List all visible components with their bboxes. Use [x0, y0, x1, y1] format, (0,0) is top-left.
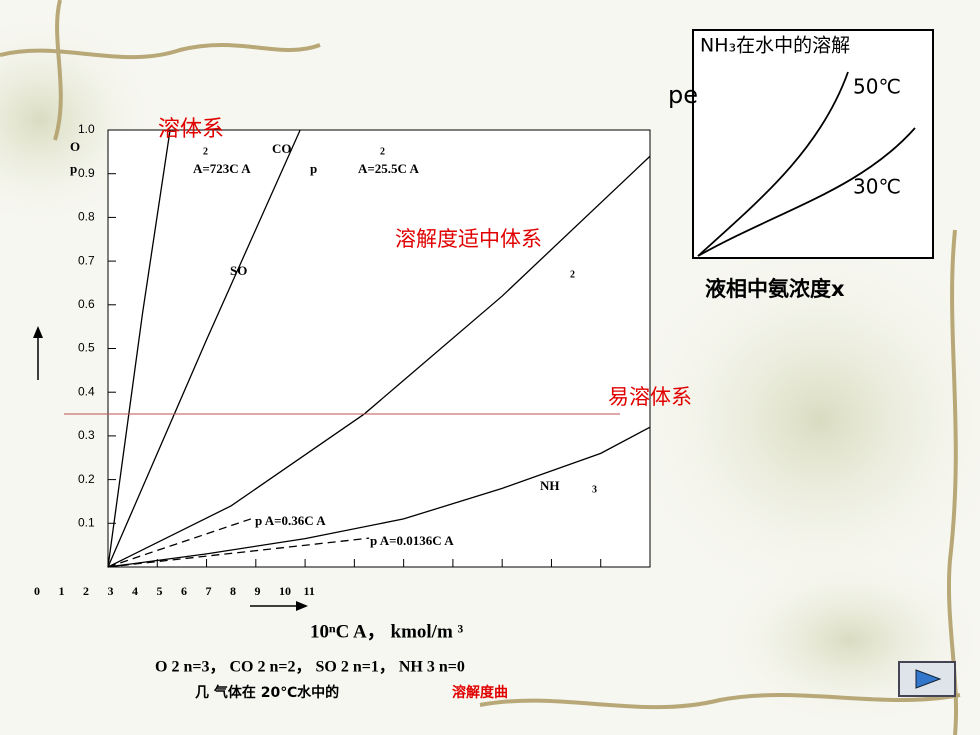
decor — [479, 693, 961, 710]
next-icon[interactable] — [915, 669, 942, 689]
caption: 几 气体在 20℃水中的 — [195, 684, 339, 701]
inset-curve — [697, 127, 916, 257]
annotation: p — [310, 161, 317, 176]
inset-ylabel: pe — [668, 81, 698, 109]
x-tick-label: 1 — [59, 584, 65, 598]
annotation: CO — [272, 141, 292, 156]
inset-title: NH₃在水中的溶解 — [700, 35, 850, 57]
inset-label: 30℃ — [853, 175, 901, 199]
annotation: A=723C A — [193, 161, 251, 176]
x-tick-label: 8 — [230, 584, 236, 598]
y-tick-label: 0.6 — [78, 297, 95, 311]
annotation: 溶体系 — [158, 117, 224, 142]
x-axis-label: 10ⁿC A， kmol/m ³ — [310, 621, 464, 642]
x-tick-label: 9 — [255, 584, 261, 598]
decor — [620, 230, 980, 610]
inset-curve — [697, 71, 849, 257]
plot-area — [107, 129, 651, 568]
axis-arrow — [33, 326, 43, 338]
decor — [710, 550, 980, 730]
y-tick-label: 0.9 — [78, 166, 95, 180]
y-tick-label: 0.7 — [78, 253, 95, 267]
annotation: p A=0.36C A — [255, 513, 326, 528]
annotation: O — [70, 139, 80, 154]
annotation: 2 — [570, 269, 575, 280]
x-tick-label: 7 — [206, 584, 212, 598]
y-tick-label: 0.4 — [78, 384, 95, 398]
y-tick-label: 0.5 — [78, 341, 95, 355]
annotation: 易溶体系 — [608, 385, 692, 409]
x-tick-label: 6 — [181, 584, 187, 598]
inset: NH₃在水中的溶解 pe 50℃ 30℃ 液相中氨浓度x — [668, 29, 934, 301]
x-tick-label: 10 — [279, 584, 291, 598]
series-line — [107, 129, 301, 568]
annotation: p A=0.0136C A — [370, 533, 454, 548]
y-tick-label: 1.0 — [78, 122, 95, 136]
x-tick-label: 5 — [157, 584, 163, 598]
annotation: 2 — [380, 146, 385, 157]
annotation: A=25.5C A — [358, 161, 419, 176]
annotation: NH — [540, 478, 560, 493]
annotation: p — [70, 161, 77, 176]
y-tick-label: 0.2 — [78, 472, 95, 486]
inset-xlabel: 液相中氨浓度x — [705, 277, 845, 301]
x-tick-label: 2 — [83, 584, 89, 598]
x-tick-label: 4 — [132, 584, 138, 598]
y-tick-label: 0.8 — [78, 210, 95, 224]
x-tick-label: 0 — [34, 584, 40, 598]
axis-arrow — [296, 601, 308, 611]
series-line — [107, 426, 651, 568]
y-tick-label: 0.3 — [78, 428, 95, 442]
annotation: 2 — [203, 146, 208, 157]
decor — [0, 43, 321, 60]
decor — [53, 0, 63, 141]
x-tick-label: 11 — [304, 584, 315, 598]
annotation: 溶解度适中体系 — [395, 227, 542, 251]
next-button[interactable] — [898, 661, 956, 697]
x-tick-label: 3 — [108, 584, 114, 598]
caption: O 2 n=3， CO 2 n=2， SO 2 n=1， NH 3 n=0 — [155, 659, 465, 676]
series-line — [107, 537, 370, 568]
inset-frame — [692, 29, 934, 259]
inset-label: 50℃ — [853, 75, 901, 99]
y-tick-label: 0.1 — [78, 515, 95, 529]
annotation: SO — [230, 263, 247, 278]
annotation: 3 — [592, 484, 597, 495]
series-line — [107, 129, 171, 568]
caption: 溶解度曲 — [452, 684, 508, 701]
